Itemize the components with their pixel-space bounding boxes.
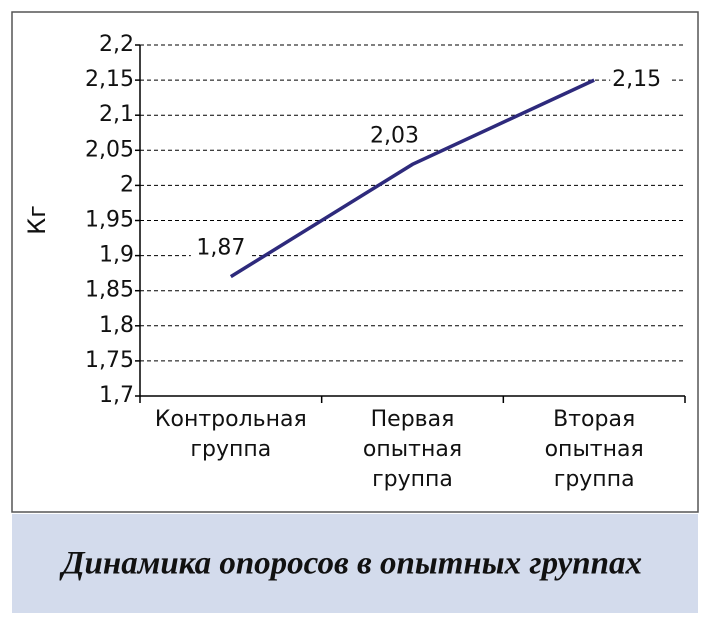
data-label-bg: [190, 235, 251, 262]
data-label: 2,03: [370, 123, 419, 148]
x-tick-label: Вторая опытная группа: [545, 407, 644, 492]
data-label: 2,15: [612, 67, 661, 92]
y-tick-label: 2,15: [85, 67, 134, 92]
chart-frame: [11, 11, 699, 513]
y-tick-label: 2,1: [99, 102, 134, 127]
y-tick-label: 2: [120, 172, 134, 197]
y-tick-label: 1,8: [99, 313, 134, 338]
y-tick-label: 1,75: [85, 348, 134, 373]
series-line: [229, 78, 595, 279]
y-tick-label: 1,9: [99, 243, 134, 268]
data-label-bg: [610, 67, 671, 94]
caption-band: [12, 514, 698, 613]
data-label-bg: [364, 123, 425, 150]
y-axis-label: Кг: [23, 205, 51, 235]
x-tick-label: Контрольная группа: [155, 407, 307, 462]
y-tick-label: 2,2: [99, 32, 134, 57]
x-tick-label: Первая опытная группа: [363, 407, 462, 492]
y-tick-label: 1,95: [85, 208, 134, 233]
data-label: 1,87: [196, 236, 245, 261]
y-tick-label: 2,05: [85, 137, 134, 162]
y-tick-label: 1,85: [85, 278, 134, 303]
y-tick-label: 1,7: [99, 383, 134, 408]
chart-title: Динамика опоросов в опытных группах: [59, 546, 642, 582]
